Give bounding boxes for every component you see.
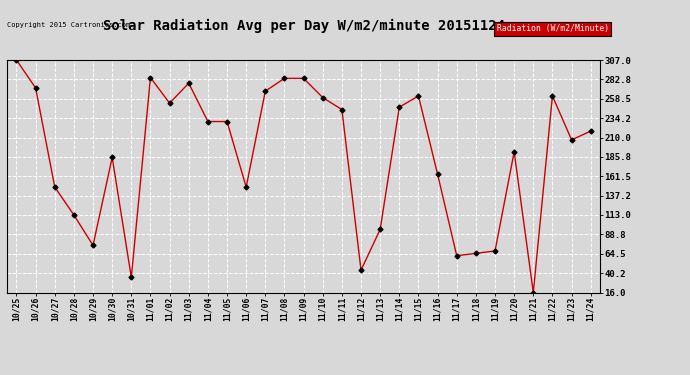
Text: Radiation (W/m2/Minute): Radiation (W/m2/Minute) [497,24,609,33]
Text: Solar Radiation Avg per Day W/m2/minute 20151124: Solar Radiation Avg per Day W/m2/minute … [103,19,504,33]
Text: Copyright 2015 Cartronics.com: Copyright 2015 Cartronics.com [7,22,130,28]
